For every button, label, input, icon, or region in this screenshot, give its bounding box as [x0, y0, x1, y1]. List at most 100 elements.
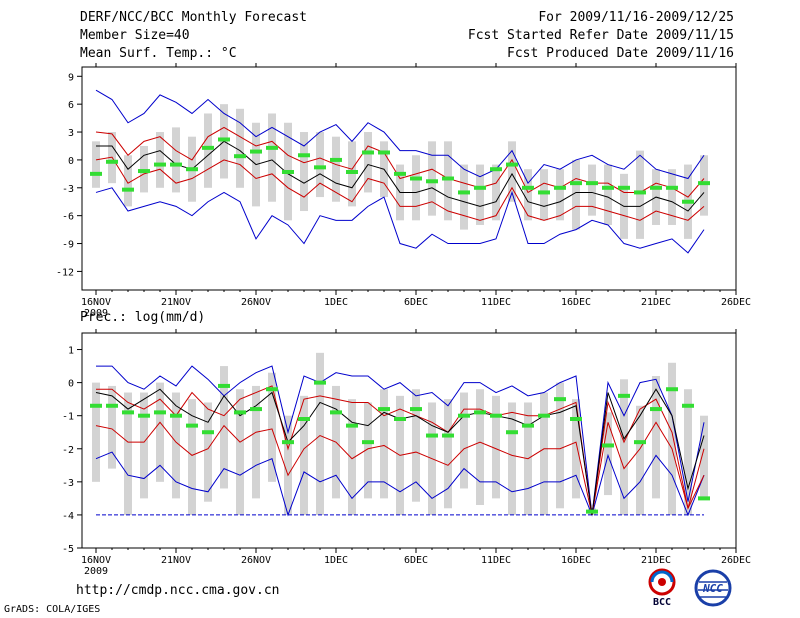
box-whisker	[636, 150, 644, 239]
median-marker	[122, 187, 134, 192]
box-whisker	[636, 405, 644, 515]
min-line	[95, 451, 705, 517]
source-url[interactable]: http://cmdp.ncc.cma.gov.cn	[76, 583, 280, 598]
box-whisker	[204, 113, 212, 188]
median-marker	[186, 423, 198, 428]
box-whisker	[316, 132, 324, 198]
median-marker	[106, 403, 118, 408]
median-marker	[442, 176, 454, 181]
median-marker	[554, 397, 566, 402]
panel-precipitation: 1 0 -1 -2 -3 -4 -5 16NOV 21NOV 26NOV 1DEC 6DEC 11DEC…	[62, 329, 751, 577]
y-tick-label: -2	[62, 445, 74, 456]
median-marker	[394, 417, 406, 421]
median-marker	[666, 387, 678, 392]
median-marker	[298, 153, 310, 158]
box-whisker	[492, 395, 500, 499]
year-label: 2009	[84, 566, 108, 577]
start-date-label: Fcst Started Refer Date 2009/11/15	[467, 28, 734, 43]
temp-panel-title: Mean Surf. Temp.: °C	[80, 46, 237, 61]
y-tick-label: -5	[62, 544, 74, 555]
x-tick-label: 26NOV	[241, 297, 271, 308]
x-tick-label: 6DEC	[404, 555, 428, 566]
box-whisker	[188, 399, 196, 515]
box-whisker	[140, 392, 148, 499]
median-marker	[282, 440, 294, 445]
median-marker	[458, 190, 470, 195]
box-whisker	[540, 169, 548, 221]
median-marker	[698, 496, 710, 501]
median-marker	[490, 167, 502, 172]
box-whisker	[124, 392, 132, 515]
box-whisker	[668, 362, 676, 515]
produced-date-label: Fcst Produced Date 2009/11/16	[507, 46, 734, 61]
y-tick-label: 9	[68, 72, 74, 83]
box-whisker	[412, 389, 420, 502]
x-tick-label: 16DEC	[561, 297, 591, 308]
box-whisker	[684, 389, 692, 515]
median-marker	[570, 417, 582, 421]
y-tick-label: 3	[68, 128, 74, 139]
median-marker	[410, 176, 422, 181]
year-label: 2009	[84, 308, 108, 319]
box-whisker	[316, 352, 324, 515]
min-line	[95, 187, 705, 254]
median-marker	[506, 430, 518, 435]
y-tick-label: -4	[62, 511, 74, 522]
y-tick-label: 6	[68, 100, 74, 111]
median-marker	[506, 162, 518, 167]
median-marker	[170, 413, 182, 418]
median-marker	[362, 440, 374, 445]
box-whisker	[332, 136, 340, 202]
median-marker	[650, 185, 662, 190]
box-whisker	[172, 127, 180, 193]
median-marker	[202, 145, 214, 150]
median-marker	[442, 433, 454, 438]
median-marker	[602, 443, 614, 448]
box-whisker	[268, 113, 276, 202]
box-whisker	[572, 399, 580, 499]
box-whisker	[604, 412, 612, 496]
upper-spread-line	[96, 385, 705, 515]
median-marker	[138, 413, 150, 418]
y-tick-label: -9	[62, 240, 74, 251]
x-tick-label: 26NOV	[241, 555, 271, 566]
median-marker	[458, 413, 470, 418]
x-tick-label: 11DEC	[481, 555, 511, 566]
median-marker	[522, 423, 534, 428]
median-marker	[490, 413, 502, 418]
box-whisker	[284, 415, 292, 515]
median-marker	[138, 169, 150, 174]
median-marker	[538, 413, 550, 418]
box-whisker	[236, 108, 244, 188]
chart-title: DERF/NCC/BCC Monthly Forecast	[80, 10, 307, 25]
plot-frame	[81, 332, 737, 549]
box-whisker	[108, 385, 116, 469]
median-marker	[90, 403, 102, 408]
y-tick-label: -3	[62, 184, 74, 195]
median-marker	[170, 162, 182, 167]
box-whisker	[300, 132, 308, 212]
median-marker	[202, 430, 214, 435]
box-whisker	[700, 415, 708, 499]
median-marker	[426, 433, 438, 438]
plot-frame	[81, 66, 737, 291]
box-whisker	[380, 389, 388, 499]
x-tick-label: 11DEC	[481, 297, 511, 308]
box-whisker	[364, 402, 372, 499]
box-whisker	[604, 164, 612, 225]
median-marker	[618, 393, 630, 398]
median-marker	[282, 169, 294, 174]
median-marker	[650, 407, 662, 412]
box-whisker	[588, 164, 596, 216]
ensemble-mean-line	[96, 140, 705, 212]
median-marker	[474, 185, 486, 190]
x-tick-label: 16NOV	[81, 297, 111, 308]
median-marker	[314, 380, 326, 385]
y-tick-label: -6	[62, 212, 74, 223]
box-whisker	[620, 379, 628, 515]
median-marker	[154, 410, 166, 415]
y-tick-label: 0	[68, 156, 74, 167]
median-marker	[346, 423, 358, 428]
median-marker	[682, 403, 694, 408]
